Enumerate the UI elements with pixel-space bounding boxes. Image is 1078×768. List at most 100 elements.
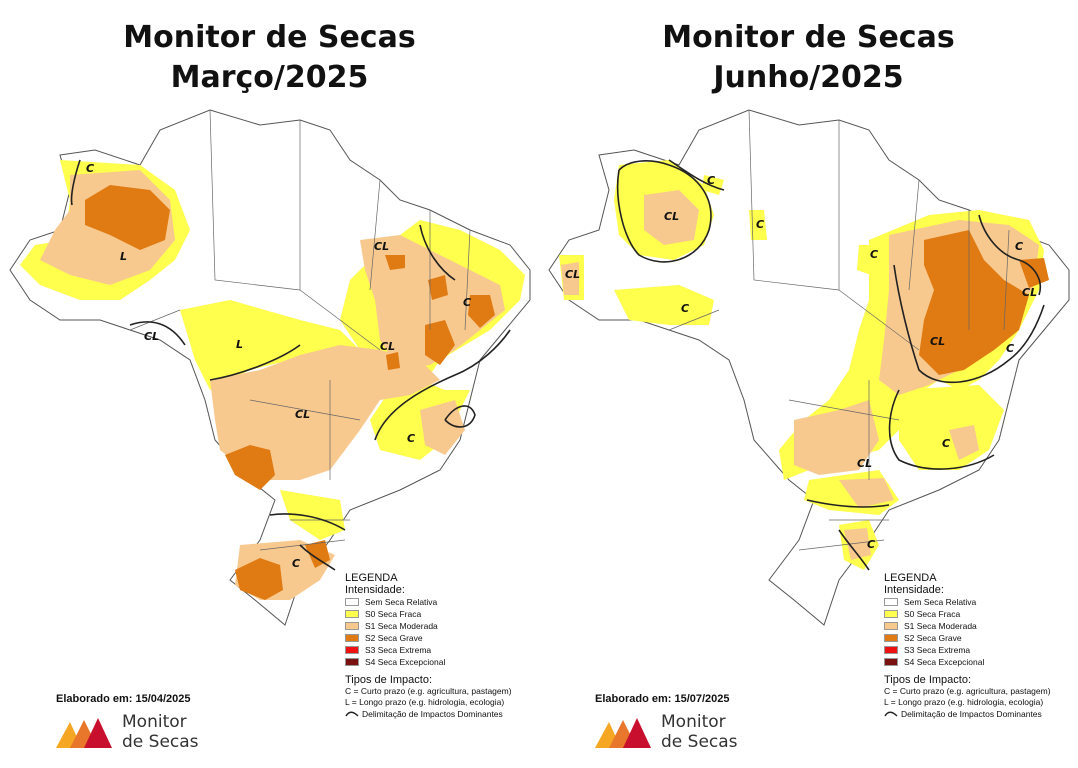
legend-impact-heading: Tipos de Impacto: (345, 674, 433, 686)
map-label: C (407, 432, 415, 445)
map-label: L (120, 250, 127, 263)
legend: LEGENDA Intensidade: Sem Seca Relativa S… (345, 572, 535, 720)
title-line-1: Monitor de Secas (123, 20, 416, 55)
legend-item: S1 Seca Moderada (345, 620, 535, 632)
s2-ne4 (385, 255, 405, 270)
map-label: CL (144, 330, 159, 343)
map-label: CL (857, 457, 872, 470)
logo-line-2: de Secas (661, 732, 738, 752)
map-label: CL (565, 268, 580, 281)
s0-small (749, 210, 767, 240)
s1-south-coast (839, 478, 894, 508)
legend-swatch (345, 634, 359, 642)
legend-intensity-label: Intensidade: (884, 584, 944, 596)
legend: LEGENDA Intensidade: Sem Seca Relativa S… (884, 572, 1074, 720)
legend-swatch (345, 598, 359, 606)
s2-ne3 (428, 275, 448, 300)
s2-ne2 (468, 295, 495, 328)
s1-center (794, 400, 879, 475)
s1-west (561, 262, 579, 295)
impact-delimitation-lines (70, 159, 511, 571)
monitor-logo-icon (56, 718, 112, 748)
s2-ne1 (425, 320, 455, 365)
logo-line-2: de Secas (122, 732, 199, 752)
impact-labels: C CL C CL C C C CL CL C C CL C (565, 174, 1037, 551)
s0-west2 (614, 285, 714, 325)
legend-item: S2 Seca Grave (884, 632, 1074, 644)
map-panel-june: Monitor de Secas Junho/2025 (539, 0, 1078, 768)
legend-impact-c: C = Curto prazo (e.g. agricultura, pasta… (345, 686, 512, 696)
map-label: C (86, 162, 94, 175)
legend-impact-l: L = Longo prazo (e.g. hidrologia, ecolog… (884, 697, 1044, 707)
s1-north (644, 190, 699, 245)
legend-item: S1 Seca Moderada (884, 620, 1074, 632)
impact-delimitation-lines (616, 159, 1045, 571)
legend-intensity-label: Intensidade: (345, 584, 405, 596)
legend-item: S4 Seca Excepcional (884, 656, 1074, 668)
map-title: Monitor de Secas Março/2025 (0, 18, 539, 98)
map-panel-march: Monitor de Secas Março/2025 (0, 18, 539, 752)
title-line-1: Monitor de Secas (662, 20, 955, 55)
map-label: C (870, 248, 878, 261)
legend-delimitation: Delimitação de Impactos Dominantes (884, 708, 1074, 720)
legend-swatch (345, 622, 359, 630)
s1-south (844, 528, 871, 560)
monitor-de-secas-logo: Monitor de Secas (54, 712, 199, 752)
s1-southeast (420, 400, 465, 455)
legend-swatch (884, 646, 898, 654)
elaborated-date: Elaborado em: 15/07/2025 (595, 693, 730, 705)
monitor-de-secas-logo: Monitor de Secas (593, 712, 738, 752)
brazil-drought-map-march: C L CL L CL C CL C C CL (9, 109, 531, 626)
map-label: CL (664, 210, 679, 223)
legend-swatch (884, 598, 898, 606)
legend-impact-c: C = Curto prazo (e.g. agricultura, pasta… (884, 686, 1051, 696)
s0-east (899, 385, 1004, 470)
map-label: C (942, 437, 950, 450)
s2-ne5 (386, 352, 400, 370)
map-label: C (707, 174, 715, 187)
map-label: C (756, 218, 764, 231)
title-line-2: Junho/2025 (713, 60, 904, 95)
map-label: CL (930, 335, 945, 348)
map-label: C (463, 296, 471, 309)
title-line-2: Março/2025 (170, 60, 369, 95)
legend-swatch (884, 622, 898, 630)
brazil-drought-map-june: C CL C CL C C C CL CL C C CL C (548, 109, 1070, 626)
s2-ne2 (1019, 258, 1049, 288)
legend-swatch (345, 610, 359, 618)
impact-labels: C L CL L CL C CL C C CL (86, 162, 471, 570)
map-title: Monitor de Secas Junho/2025 (539, 18, 1078, 98)
legend-item: S3 Seca Extrema (345, 644, 535, 656)
s1-center (210, 345, 440, 480)
s2-west (85, 185, 170, 250)
s1-east (949, 425, 979, 460)
legend-item: Sem Seca Relativa (345, 596, 535, 608)
legend-item: S3 Seca Extrema (884, 644, 1074, 656)
legend-swatch (884, 610, 898, 618)
s0-north2 (702, 175, 724, 195)
s2-center (225, 445, 275, 490)
legend-impact-heading: Tipos de Impacto: (884, 674, 972, 686)
legend-item: S0 Seca Fraca (884, 608, 1074, 620)
map-label: CL (295, 408, 310, 421)
map-label: CL (1022, 286, 1037, 299)
map-label: C (681, 302, 689, 315)
s0-south (280, 490, 345, 540)
logo-line-1: Monitor (122, 712, 187, 732)
logo-line-1: Monitor (661, 712, 726, 732)
map-label: C (1015, 240, 1023, 253)
legend-swatch (345, 658, 359, 666)
s2-south (235, 558, 283, 600)
state-borders (129, 109, 471, 551)
legend-item: S2 Seca Grave (345, 632, 535, 644)
legend-swatch (884, 658, 898, 666)
legend-impact-l: L = Longo prazo (e.g. hidrologia, ecolog… (345, 697, 505, 707)
legend-swatch (884, 634, 898, 642)
map-label: C (867, 538, 875, 551)
legend-heading: LEGENDA (345, 572, 398, 584)
legend-item: Sem Seca Relativa (884, 596, 1074, 608)
elaborated-date: Elaborado em: 15/04/2025 (56, 693, 191, 705)
delimitation-line-icon (884, 711, 898, 717)
delimitation-line-icon (345, 711, 359, 717)
legend-swatch (345, 646, 359, 654)
